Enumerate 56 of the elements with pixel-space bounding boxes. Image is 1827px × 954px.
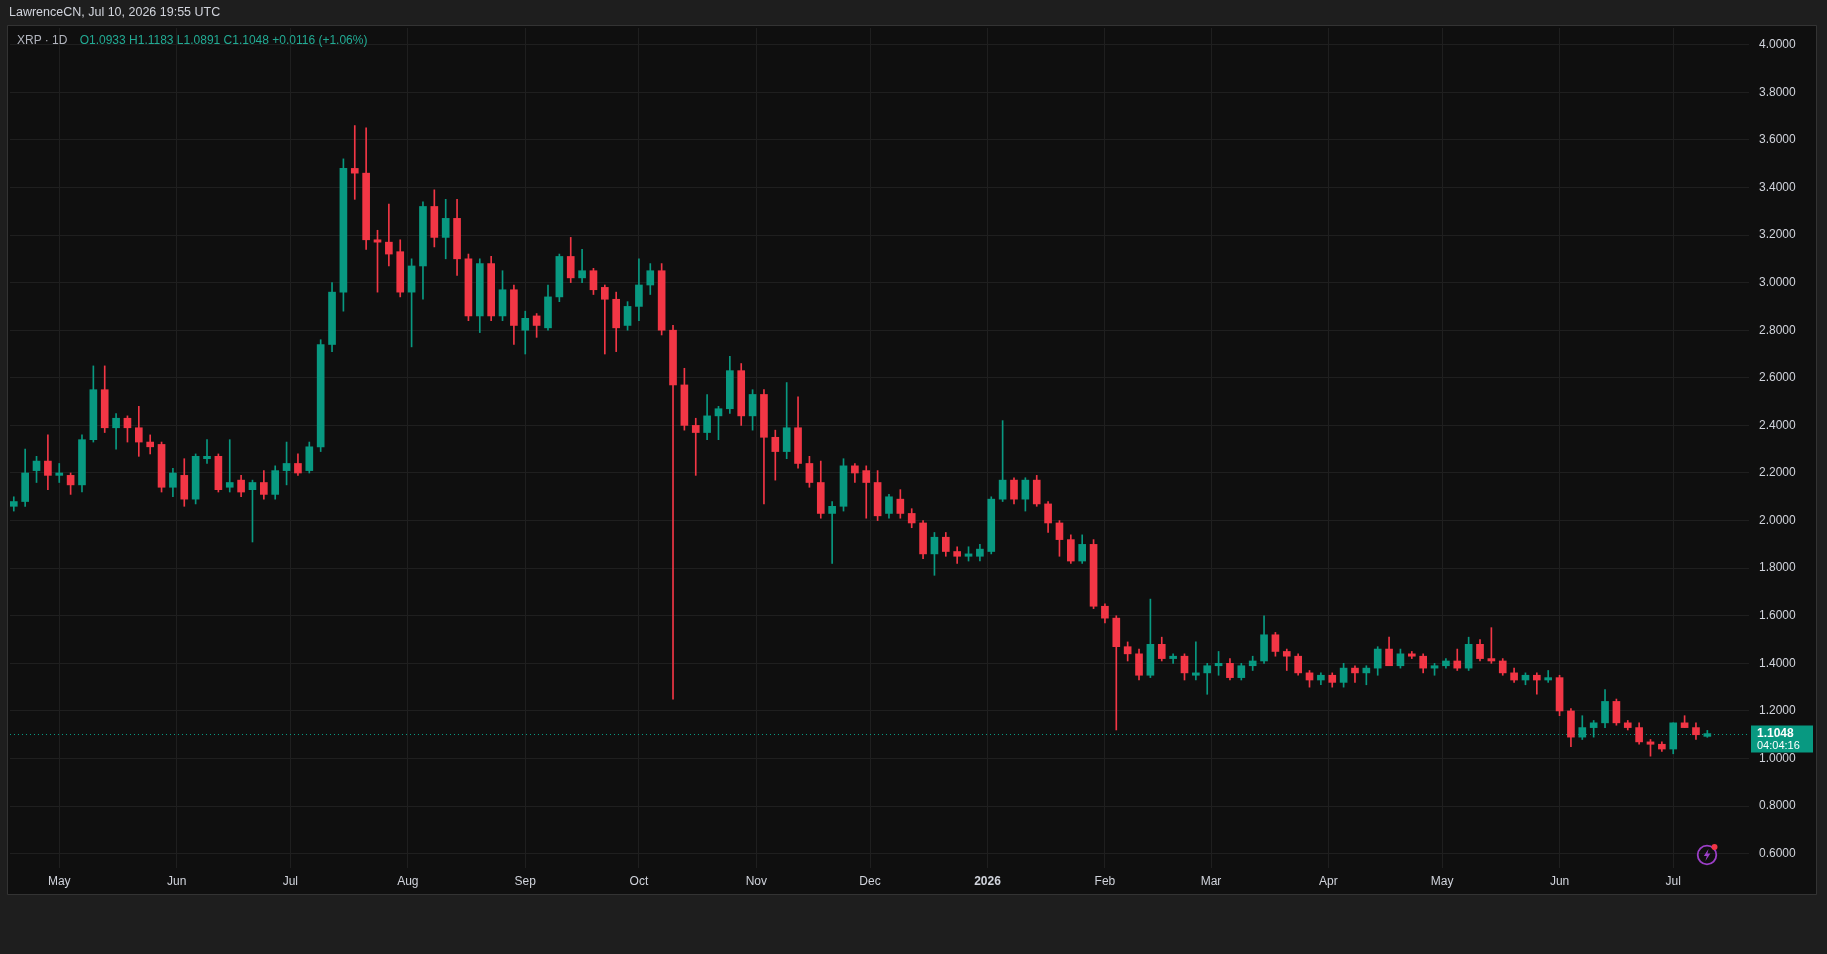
x-tick-label: 2026	[974, 873, 1002, 888]
y-tick-label: 0.6000	[1759, 846, 1797, 861]
y-tick-label: 0.8000	[1759, 798, 1797, 813]
y-tick-label: 3.6000	[1759, 132, 1797, 147]
candlestick	[55, 463, 64, 483]
x-tick-label: May	[47, 873, 71, 888]
y-tick-label: 2.8000	[1759, 322, 1797, 337]
y-tick-label: 2.2000	[1759, 465, 1797, 480]
candlestick	[1112, 615, 1121, 731]
y-tick-label: 2.4000	[1759, 417, 1797, 432]
candlestick	[600, 284, 609, 355]
x-tick-label: May	[1430, 873, 1454, 888]
y-tick-label: 2.0000	[1759, 512, 1797, 527]
x-tick-label: Aug	[397, 873, 419, 888]
y-tick-label: 4.0000	[1759, 36, 1797, 51]
candlestick	[1351, 665, 1359, 683]
candlestick	[669, 325, 677, 700]
candlestick	[1192, 641, 1200, 681]
y-tick-label: 3.2000	[1759, 227, 1797, 242]
candlestick	[1203, 663, 1212, 695]
candlestick	[578, 248, 586, 283]
x-tick-label: Apr	[1319, 873, 1338, 888]
candlestick	[1533, 672, 1541, 695]
x-tick-label: Sep	[514, 873, 537, 888]
y-tick-label: 1.4000	[1759, 655, 1797, 670]
x-tick-label: Oct	[629, 873, 649, 888]
y-tick-label: 1.2000	[1759, 703, 1797, 718]
text: 04:04:16	[1757, 738, 1800, 751]
y-tick-label: 3.0000	[1759, 274, 1797, 289]
y-tick-label: 1.0000	[1759, 750, 1797, 765]
x-tick-label: Dec	[859, 873, 881, 888]
candlestick	[1544, 670, 1553, 683]
candlestick	[112, 413, 120, 450]
candlestick	[203, 439, 211, 464]
y-tick-label: 2.6000	[1759, 370, 1797, 385]
y-tick-label: 3.8000	[1759, 84, 1797, 99]
x-tick-label: Mar	[1200, 873, 1222, 888]
candlestick	[828, 501, 836, 564]
ref-line-label: 1.1048	[1757, 725, 1795, 740]
candlestick	[691, 417, 700, 476]
text: LawrenceCN, Jul 10, 2026 19:55 UTC	[9, 5, 221, 20]
text: XRP · 1D	[17, 33, 68, 48]
candlestick	[385, 203, 393, 267]
y-tick-label: 1.6000	[1759, 608, 1797, 623]
annotation: O1.0933 H1.1183 L1.0891 C1.1048 +0.0116 (+1.06%)	[79, 33, 368, 48]
y-tick-label: 1.8000	[1759, 560, 1797, 575]
candlestick	[225, 439, 234, 493]
x-tick-label: Nov	[745, 873, 768, 888]
x-tick-label: Jul	[1665, 873, 1681, 888]
x-tick-label: Feb	[1094, 873, 1116, 888]
candlestick	[862, 465, 871, 519]
x-tick-label: Jun	[1549, 873, 1570, 888]
x-tick-label: Jun	[167, 873, 187, 888]
x-tick-label: Jul	[282, 873, 299, 888]
candlestick	[350, 125, 359, 200]
y-tick-label: 3.4000	[1759, 179, 1797, 194]
